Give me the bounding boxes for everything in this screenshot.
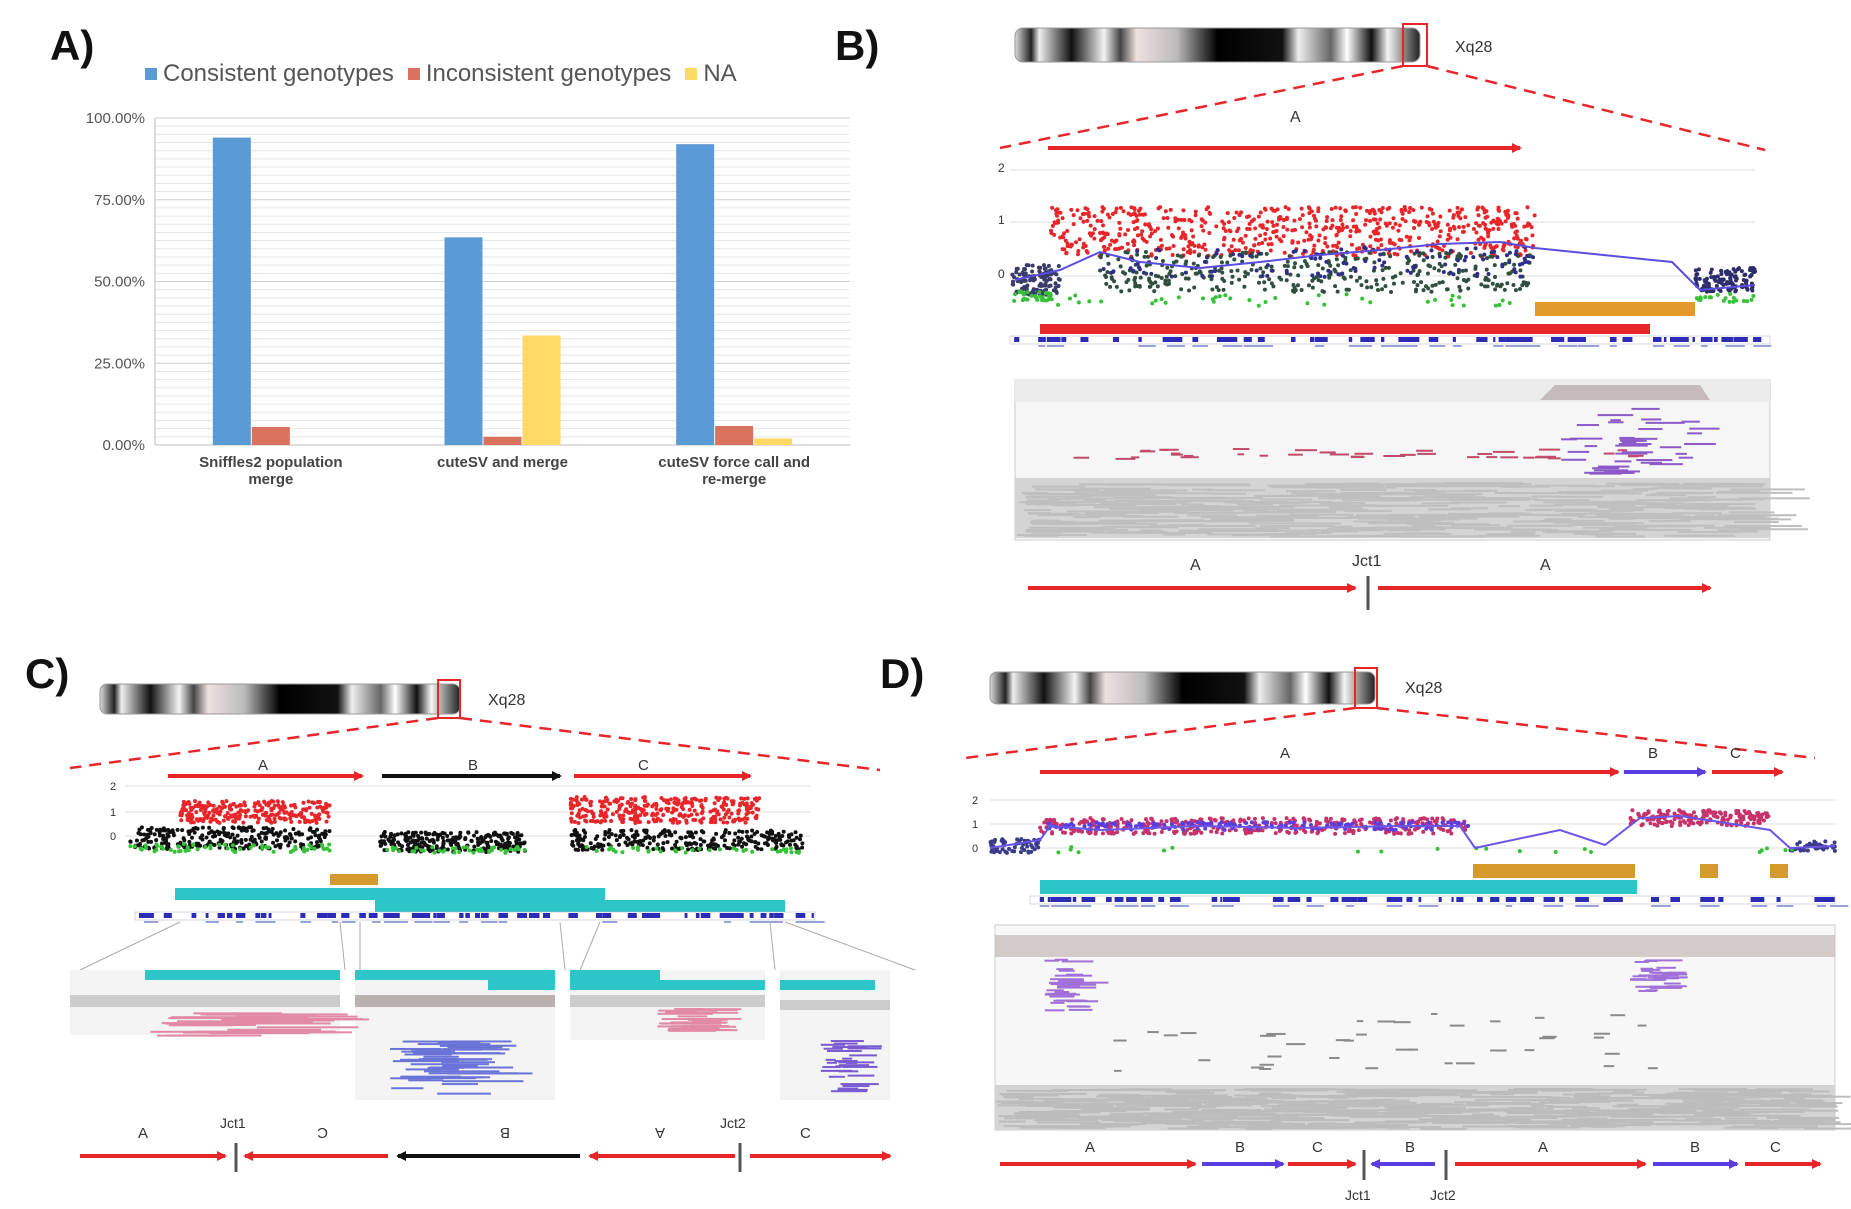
bar-consistent-genotypes-2 [676, 144, 715, 445]
segdup-c-2 [375, 900, 785, 912]
genotype-bar-chart: 0.00% 25.00% 50.00% 75.00% 100.00% Sniffles2 … [86, 110, 850, 488]
segment-label-d-b6: B [1690, 1139, 1700, 1156]
panel-label-a: A) [50, 22, 95, 69]
legend-label: NA [703, 60, 737, 87]
x-category-label: cuteSV force call and [658, 454, 810, 471]
bar-na-1 [522, 335, 561, 445]
cn-tick-d-0: 0 [972, 843, 978, 855]
segment-label-d-b2: B [1235, 1139, 1245, 1156]
segdup-c-1 [175, 888, 605, 900]
bar-consistent-genotypes-0 [212, 137, 251, 445]
segdup-d [1040, 880, 1637, 894]
chromosome-ideogram-b [1014, 27, 1421, 63]
x-category-label: Sniffles2 population [199, 454, 342, 471]
segment-label-c-top-c: C [638, 757, 649, 774]
y-tick-label: 25.00% [94, 355, 145, 372]
segment-label-d-top-c: C [1730, 745, 1741, 762]
segment-label-b-bl: A [1190, 557, 1201, 574]
band-label-b: Xq28 [1455, 39, 1492, 56]
junction-label-c-1: Jct1 [220, 1115, 246, 1131]
chromosome-ideogram-c [99, 683, 461, 715]
legend-swatch [407, 68, 420, 80]
cnv-region-d-3 [1770, 864, 1788, 878]
segment-label-c-b5: C [800, 1125, 811, 1142]
segment-label-b-br: A [1540, 557, 1551, 574]
segment-label-c-b3: B [500, 1124, 510, 1141]
deletion-track-b [1040, 324, 1650, 334]
read-alignment-view-b [1014, 379, 1771, 541]
copy-number-plot-b: 2 1 0 [998, 161, 1757, 308]
y-tick-label: 100.00% [86, 110, 145, 127]
segment-label-d-b1: A [1085, 1139, 1095, 1156]
cnv-region-b [1535, 302, 1695, 316]
bar-inconsistent-genotypes-2 [715, 426, 754, 445]
gene-track-d [1029, 895, 1836, 905]
gene-track-c [134, 911, 816, 921]
zoom-subpanels-c [70, 970, 890, 1100]
legend-swatch [145, 68, 157, 80]
zoom-box-c [437, 679, 461, 719]
panel-label-b: B) [835, 22, 880, 69]
segment-label-c-b4: A [655, 1124, 665, 1141]
cn-tick-d-1: 1 [972, 819, 978, 831]
cn-tick-b-2: 2 [998, 161, 1005, 175]
legend-swatch [685, 68, 698, 80]
segment-label-d-top-a: A [1280, 745, 1290, 762]
band-label-c: Xq28 [488, 692, 525, 709]
cn-tick-b-1: 1 [998, 213, 1005, 227]
legend-item-consistent: Consistent genotypes [145, 60, 394, 88]
junction-label-c-2: Jct2 [720, 1115, 746, 1131]
x-category-label: cuteSV and merge [437, 454, 568, 471]
chromosome-ideogram-d [989, 671, 1376, 705]
segment-label-d-b4: B [1405, 1139, 1415, 1156]
band-label-d: Xq28 [1405, 680, 1442, 697]
zoom-box-b [1402, 23, 1428, 67]
y-tick-label: 75.00% [94, 192, 145, 209]
segment-label-d-b3: C [1312, 1139, 1323, 1156]
x-category-label: merge [248, 471, 293, 488]
segment-label-d-b5: A [1538, 1139, 1548, 1156]
junction-label-d-2: Jct2 [1430, 1187, 1456, 1203]
legend-label: Consistent genotypes [163, 60, 394, 87]
cn-tick-d-2: 2 [972, 795, 978, 807]
copy-number-plot-c: 2 1 0 [110, 781, 810, 855]
junction-label-d-1: Jct1 [1345, 1187, 1371, 1203]
cn-tick-c-2: 2 [110, 781, 116, 793]
y-tick-label: 0.00% [102, 437, 145, 454]
panel-label-c: C) [25, 650, 70, 697]
cn-tick-b-0: 0 [998, 267, 1005, 281]
legend-item-na: NA [685, 60, 737, 88]
segment-label-b-top: A [1290, 109, 1301, 126]
cnv-region-c [330, 874, 378, 885]
cn-tick-c-0: 0 [110, 831, 116, 843]
segment-label-d-top-b: B [1648, 745, 1658, 762]
bar-inconsistent-genotypes-1 [483, 436, 522, 445]
legend-item-inconsistent: Inconsistent genotypes [407, 60, 672, 88]
segment-label-d-b7: C [1770, 1139, 1781, 1156]
x-category-label: re-merge [702, 471, 766, 488]
copy-number-plot-d: 2 1 0 [972, 795, 1837, 855]
bar-consistent-genotypes-1 [444, 237, 483, 445]
panel-label-d: D) [880, 650, 925, 697]
read-alignment-view-d [994, 924, 1836, 1131]
gene-track-b [1009, 335, 1771, 345]
cnv-region-d-2 [1700, 864, 1718, 878]
segment-label-c-b1: A [138, 1125, 148, 1142]
junction-label-b: Jct1 [1352, 553, 1381, 570]
legend-label: Inconsistent genotypes [425, 60, 672, 87]
bar-inconsistent-genotypes-0 [251, 427, 290, 445]
cn-tick-c-1: 1 [110, 807, 116, 819]
segment-label-c-b2: C [317, 1124, 328, 1141]
zoom-box-d [1354, 667, 1378, 709]
bar-na-2 [754, 438, 793, 445]
cnv-region-d-1 [1473, 864, 1635, 878]
y-tick-label: 50.00% [94, 274, 145, 291]
segment-label-c-top-b: B [468, 757, 478, 774]
chart-legend: Consistent genotypes Inconsistent genoty… [145, 60, 737, 88]
segment-label-c-top-a: A [258, 757, 268, 774]
